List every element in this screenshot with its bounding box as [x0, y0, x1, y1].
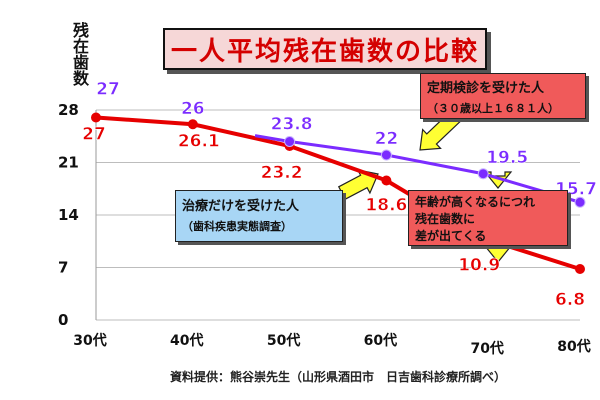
- periodic-data-label: 22: [375, 129, 399, 149]
- x-tick-label: 60代: [364, 332, 397, 349]
- treated-data-label: 27: [82, 125, 106, 145]
- age-gap-callout: 年齢が高くなるにつれ 残在歯数に 差が出てくる: [408, 190, 568, 246]
- treated-callout-sub: （歯科疾患実態調査）: [182, 220, 292, 233]
- x-tick-label: 70代: [470, 340, 503, 357]
- chart-title: 一人平均残在歯数の比較: [163, 28, 487, 70]
- y-tick-label: 7: [58, 259, 68, 277]
- treated-data-label: 23.2: [261, 163, 303, 183]
- data-source-note: 資料提供：熊谷崇先生（山形県酒田市 日吉歯科診療所調べ）: [170, 370, 507, 384]
- treated-data-label: 18.6: [365, 196, 407, 216]
- age-callout-line1: 年齢が高くなるにつれ: [415, 195, 536, 209]
- periodic-callout-sub: （３０歳以上１６８１人）: [427, 102, 559, 115]
- periodic-point: [284, 136, 296, 147]
- treatment-only-callout: 治療だけを受けた人 （歯科疾患実態調査）: [175, 190, 343, 242]
- x-tick-label: 40代: [170, 332, 203, 349]
- treated-point: [187, 119, 198, 130]
- treated-data-label: 26.1: [178, 131, 220, 151]
- y-axis-label: 残在歯数: [70, 22, 89, 86]
- y-tick-label: 0: [58, 311, 68, 329]
- age-callout-line2: 残在歯数に: [415, 212, 476, 226]
- periodic-data-label: 23.8: [271, 115, 313, 135]
- x-tick-label: 80代: [557, 338, 590, 355]
- periodic-data-label: 26: [181, 99, 205, 119]
- treated-data-label: 6.8: [555, 290, 585, 310]
- treated-data-label: 10.9: [458, 255, 500, 275]
- x-tick-label: 50代: [267, 332, 300, 349]
- periodic-checkup-callout: 定期検診を受けた人 （３０歳以上１６８１人）: [420, 73, 586, 119]
- periodic-point: [574, 196, 586, 208]
- treated-point: [381, 175, 392, 186]
- treated-callout-title: 治療だけを受けた人: [182, 199, 300, 214]
- periodic-point: [477, 168, 489, 180]
- x-tick-label: 30代: [73, 332, 106, 349]
- periodic-callout-title: 定期検診を受けた人: [427, 81, 545, 96]
- periodic-data-label: 19.5: [486, 148, 528, 168]
- treated-point: [91, 112, 101, 123]
- age-callout-line3: 差が出てくる: [415, 229, 487, 243]
- periodic-point: [380, 149, 392, 161]
- y-tick-label: 21: [58, 154, 79, 172]
- y-tick-label: 28: [58, 101, 79, 119]
- treated-point: [575, 264, 585, 274]
- periodic-data-label: 27: [96, 80, 120, 100]
- y-tick-label: 14: [58, 206, 79, 224]
